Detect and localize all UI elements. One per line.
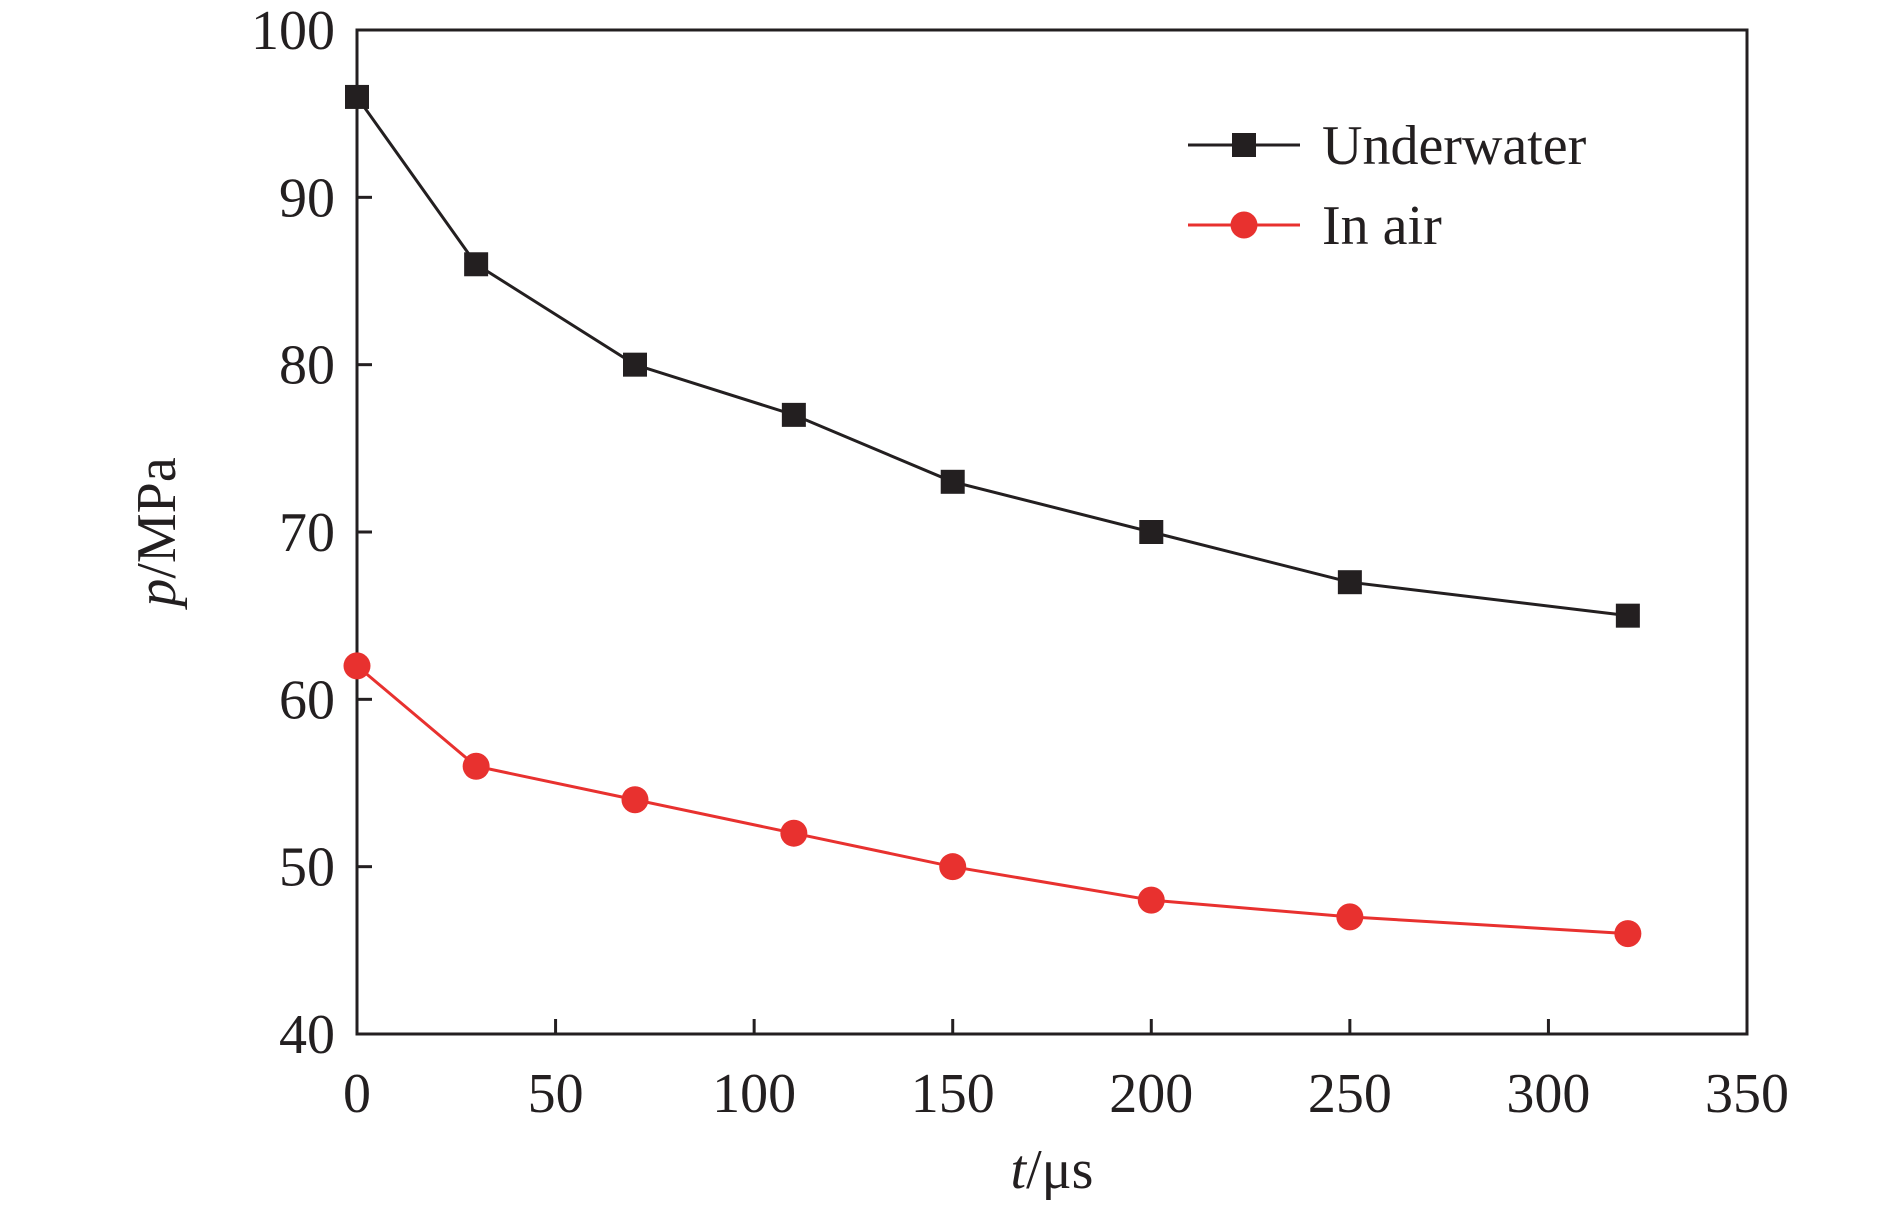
legend-marker-1 [1232, 133, 1256, 157]
x-tick-label: 300 [1506, 1063, 1590, 1125]
data-point-series-2 [1614, 920, 1642, 948]
legend-label-2: In air [1322, 195, 1442, 257]
y-tick-label: 100 [251, 0, 335, 62]
y-axis-unit: /MPa [126, 457, 188, 578]
y-tick-label: 80 [279, 335, 335, 397]
data-point-series-1 [1337, 570, 1362, 595]
series-line-2 [356, 664, 1628, 936]
x-tick-label: 0 [343, 1063, 371, 1125]
series-layer [343, 84, 1642, 948]
y-axis-title: p/MPa [126, 457, 188, 610]
data-point-series-1 [464, 252, 489, 277]
x-tick-label: 100 [712, 1063, 796, 1125]
data-point-series-2 [343, 652, 371, 680]
legend-marker-2 [1230, 211, 1258, 239]
data-point-series-1 [623, 352, 647, 377]
x-tick-label: 200 [1109, 1063, 1193, 1125]
y-tick-label: 50 [279, 837, 335, 899]
data-point-series-1 [781, 402, 806, 427]
data-point-series-2 [462, 752, 490, 780]
x-axis-unit: /μs [1026, 1139, 1093, 1201]
axis-ticks: 0 50 100 150 200 250 300 350 40 50 60 70 80 90 100 [251, 0, 1789, 1125]
x-tick-label: 350 [1705, 1063, 1789, 1125]
y-tick-label: 40 [279, 1004, 335, 1066]
data-point-series-2 [939, 853, 967, 881]
y-tick-label: 70 [279, 502, 335, 564]
y-tick-label: 90 [279, 167, 335, 229]
x-axis-title: t/μs [1011, 1139, 1094, 1201]
x-tick-label: 50 [528, 1063, 584, 1125]
data-point-series-2 [780, 819, 808, 847]
data-point-series-1 [1139, 520, 1164, 544]
legend: Underwater In air [1188, 115, 1587, 257]
legend-label-1: Underwater [1322, 115, 1587, 177]
series-line-1 [355, 96, 1629, 618]
x-axis-variable: t [1011, 1139, 1028, 1201]
data-point-series-1 [345, 84, 369, 109]
data-point-series-1 [1615, 603, 1640, 628]
x-tick-label: 250 [1308, 1063, 1392, 1125]
x-tick-label: 150 [911, 1063, 995, 1125]
data-point-series-2 [621, 786, 649, 814]
data-point-series-1 [940, 469, 965, 494]
data-point-series-2 [1137, 886, 1165, 914]
data-point-series-2 [1336, 903, 1364, 931]
y-tick-label: 60 [279, 669, 335, 731]
y-axis-variable: p [126, 579, 188, 611]
